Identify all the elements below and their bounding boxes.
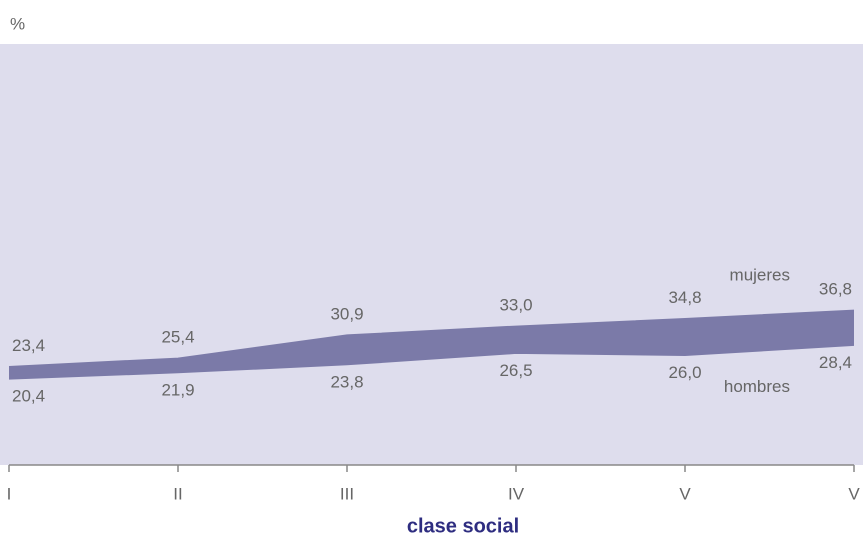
- x-tick-label: V: [679, 484, 691, 503]
- value-label: 26,0: [668, 363, 701, 382]
- plot-background: [0, 44, 863, 465]
- value-label: 33,0: [499, 296, 532, 315]
- value-label: 21,9: [161, 380, 194, 399]
- x-tick-label: IV: [508, 484, 525, 503]
- value-label: 34,8: [668, 288, 701, 307]
- value-label: 20,4: [12, 387, 45, 406]
- value-label: 30,9: [330, 304, 363, 323]
- x-tick-label: II: [173, 484, 182, 503]
- band: [9, 310, 854, 380]
- chart-title: %: [10, 14, 25, 33]
- x-tick-label: III: [340, 484, 354, 503]
- value-label: 28,4: [819, 353, 852, 372]
- value-label: 36,8: [819, 280, 852, 299]
- value-label: 23,4: [12, 336, 45, 355]
- value-label: 25,4: [161, 328, 194, 347]
- x-axis-label: clase social: [407, 515, 519, 537]
- series-label: mujeres: [730, 266, 790, 285]
- series-edge: [8, 309, 855, 367]
- series-label: hombres: [724, 377, 790, 396]
- series-edge: [8, 344, 855, 380]
- x-tick-label: V: [848, 484, 860, 503]
- x-tick-label: I: [7, 484, 12, 503]
- value-label: 26,5: [499, 361, 532, 380]
- value-label: 23,8: [330, 372, 363, 391]
